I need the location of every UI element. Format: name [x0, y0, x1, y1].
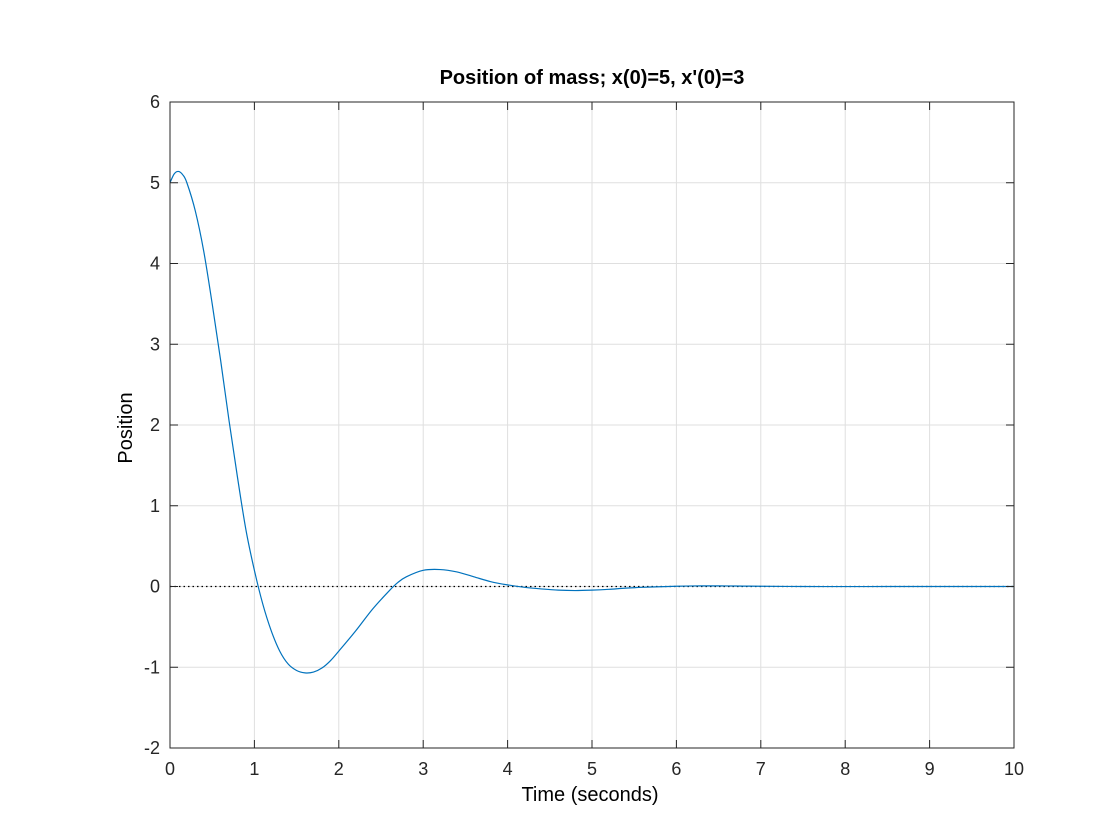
x-tick-label: 0	[165, 759, 175, 779]
y-tick-label: 4	[150, 254, 160, 274]
x-axis-label: Time (seconds)	[521, 784, 658, 806]
y-tick-label: 0	[150, 577, 160, 597]
x-tick-label: 10	[1004, 759, 1024, 779]
y-tick-label: 3	[150, 334, 160, 354]
x-tick-label: 5	[587, 759, 597, 779]
x-tick-label: 9	[925, 759, 935, 779]
x-tick-label: 2	[334, 759, 344, 779]
x-tick-label: 4	[503, 759, 513, 779]
x-tick-label: 1	[249, 759, 259, 779]
y-tick-label: 6	[150, 92, 160, 112]
grid-layer	[170, 102, 1014, 748]
y-tick-label: 1	[150, 496, 160, 516]
x-tick-label: 8	[840, 759, 850, 779]
y-tick-label: -2	[144, 738, 160, 758]
y-tick-label: 5	[150, 173, 160, 193]
y-tick-label: -1	[144, 657, 160, 677]
y-axis-label: Position	[115, 392, 137, 463]
y-tick-label: 2	[150, 415, 160, 435]
x-tick-label: 6	[671, 759, 681, 779]
series-layer	[169, 170, 1014, 674]
x-tick-label: 7	[756, 759, 766, 779]
x-tick-label: 3	[418, 759, 428, 779]
position-series-line	[169, 170, 1014, 674]
chart-title: Position of mass; x(0)=5, x'(0)=3	[440, 67, 745, 89]
